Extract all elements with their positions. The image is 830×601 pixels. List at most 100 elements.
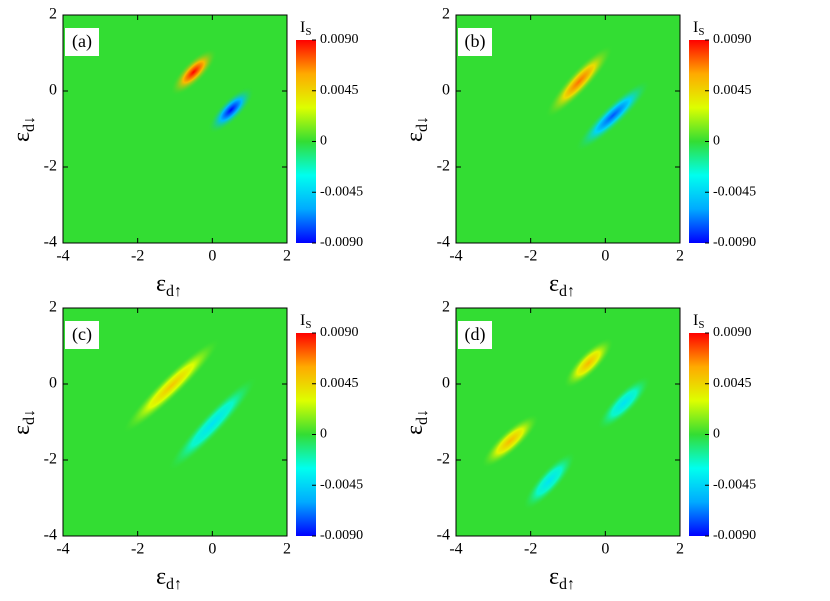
- x-axis-label-main: ε: [549, 564, 559, 590]
- colorbar-label-sub: S: [698, 26, 704, 38]
- x-tick-label: 2: [283, 541, 291, 558]
- x-tick-label: -4: [56, 248, 69, 265]
- y-axis-label: εd↓: [402, 409, 431, 435]
- colorbar-tick-label: -0.0045: [320, 477, 363, 492]
- colorbar-tick-label: -0.0045: [320, 184, 363, 199]
- x-axis-label-sub: d↑: [559, 283, 575, 300]
- x-tick-label: -4: [56, 541, 69, 558]
- x-tick-label: 2: [283, 248, 291, 265]
- plot-frame: [455, 14, 681, 244]
- intensity-blob: [481, 413, 539, 469]
- panel-label: (c): [72, 324, 92, 345]
- intensity-blob: [122, 338, 221, 434]
- y-tick-label: 2: [442, 299, 450, 316]
- colorbar-tick-label: -0.0090: [320, 528, 363, 543]
- y-axis-label: εd↓: [402, 116, 431, 142]
- y-tick-label: 0: [442, 375, 450, 392]
- y-axis-label: εd↓: [9, 409, 38, 435]
- y-axis-label-sub: d↓: [21, 116, 38, 132]
- y-tick-label: 2: [49, 299, 57, 316]
- y-tick-label: 0: [49, 375, 57, 392]
- colorbar-tick-label: 0.0045: [320, 376, 359, 391]
- colorbar-tick-label: 0: [320, 427, 327, 442]
- panel-label-box: [65, 28, 99, 56]
- y-tick-label: -4: [44, 527, 57, 544]
- colorbar-tick-label: 0.0045: [320, 83, 359, 98]
- intensity-blob: [563, 337, 614, 389]
- x-tick-label: 0: [601, 541, 609, 558]
- x-axis-label: εd↑: [156, 271, 182, 300]
- colorbar-tick-label: -0.0045: [713, 477, 756, 492]
- heatmap-area: [481, 337, 651, 511]
- colorbar: [689, 40, 709, 243]
- heatmap-area: [545, 44, 651, 152]
- colorbar-tick-label: -0.0090: [320, 235, 363, 250]
- x-tick-label: -2: [524, 248, 537, 265]
- plot-background: [456, 308, 680, 536]
- colorbar-tick-label: 0: [713, 427, 720, 442]
- colorbar-label: IS: [693, 19, 704, 38]
- x-axis-label-sub: d↑: [166, 576, 182, 593]
- intensity-blob: [545, 44, 614, 119]
- x-tick-label: 0: [601, 248, 609, 265]
- y-tick-label: -2: [437, 158, 450, 175]
- y-tick-label: 2: [442, 6, 450, 23]
- colorbar-tick-label: -0.0090: [713, 528, 756, 543]
- colorbar-label: IS: [300, 312, 311, 331]
- intensity-blob: [574, 79, 651, 152]
- colorbar-tick-label: 0: [320, 134, 327, 149]
- y-axis-label-sub: d↓: [21, 409, 38, 425]
- y-tick-label: -2: [44, 158, 57, 175]
- y-axis-label-main: ε: [9, 425, 35, 435]
- x-axis-label-main: ε: [156, 271, 166, 297]
- plot-frame: [62, 14, 288, 244]
- intensity-blob: [170, 48, 217, 96]
- y-axis-label-main: ε: [9, 132, 35, 142]
- x-tick-label: -4: [449, 248, 462, 265]
- x-axis-label: εd↑: [156, 564, 182, 593]
- panel-label-box: [65, 321, 99, 349]
- colorbar-tick-label: 0.0090: [713, 325, 752, 340]
- heatmap-area: [170, 48, 255, 134]
- y-tick-label: -2: [44, 451, 57, 468]
- x-axis-label-main: ε: [549, 271, 559, 297]
- y-axis-label-sub: d↓: [414, 116, 431, 132]
- panel-label-box: [458, 28, 492, 56]
- panel-label-box: [458, 321, 492, 349]
- x-tick-label: -4: [449, 541, 462, 558]
- y-axis-label: εd↓: [9, 116, 38, 142]
- x-axis-label: εd↑: [549, 564, 575, 593]
- colorbar-label-main: I: [693, 312, 698, 329]
- heatmap-area: [122, 338, 258, 472]
- x-axis-label-main: ε: [156, 564, 166, 590]
- colorbar-tick-label: 0.0045: [713, 376, 752, 391]
- x-tick-label: -2: [524, 541, 537, 558]
- colorbar-label-main: I: [300, 19, 305, 36]
- x-tick-label: 0: [208, 541, 216, 558]
- colorbar-tick-label: 0.0090: [320, 325, 359, 340]
- colorbar-label: IS: [693, 312, 704, 331]
- intensity-blob: [167, 376, 258, 472]
- plot-background: [456, 15, 680, 243]
- colorbar-label-sub: S: [698, 319, 704, 331]
- colorbar-tick-label: 0.0090: [320, 32, 359, 47]
- x-tick-label: 0: [208, 248, 216, 265]
- x-tick-label: 2: [676, 248, 684, 265]
- panel-label: (b): [465, 31, 486, 52]
- colorbar: [296, 40, 316, 243]
- y-tick-label: 2: [49, 6, 57, 23]
- x-tick-label: 2: [676, 541, 684, 558]
- x-tick-label: -2: [131, 541, 144, 558]
- intensity-blob: [597, 375, 651, 431]
- colorbar-label-sub: S: [305, 26, 311, 38]
- x-tick-label: -2: [131, 248, 144, 265]
- colorbar-tick-label: -0.0045: [713, 184, 756, 199]
- intensity-blob: [522, 451, 576, 511]
- colorbar-label: IS: [300, 19, 311, 38]
- plot-background: [63, 15, 287, 243]
- x-axis-label: εd↑: [549, 271, 575, 300]
- intensity-blob: [207, 86, 255, 134]
- colorbar-label-main: I: [693, 19, 698, 36]
- plot-background: [63, 308, 287, 536]
